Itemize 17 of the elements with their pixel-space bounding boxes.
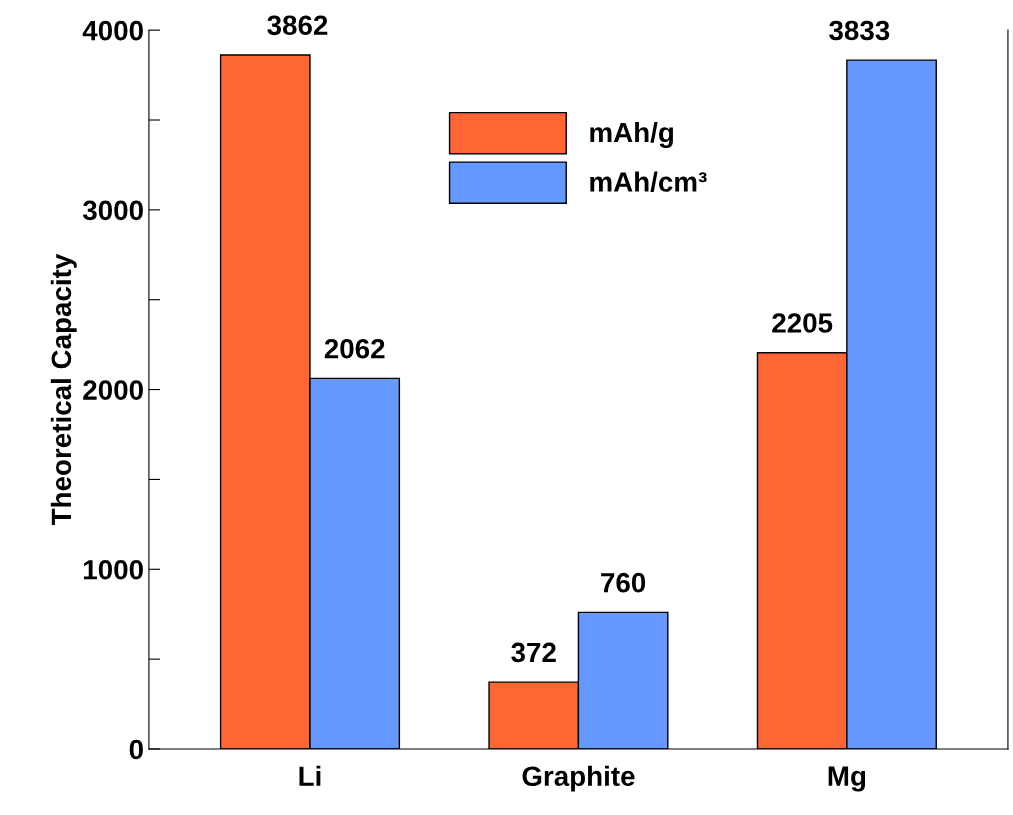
legend-label: mAh/g — [590, 121, 673, 148]
legend-label: mAh/cm³ — [590, 171, 707, 193]
x-tick-label: Mg — [828, 766, 866, 792]
data-label: 2062 — [324, 338, 385, 359]
data-label: 372 — [511, 642, 556, 663]
y-tick-label: 3000 — [82, 200, 143, 221]
x-tick-label: Li — [299, 765, 321, 786]
data-label: 2205 — [772, 313, 833, 333]
y-tick-label: 4000 — [82, 20, 143, 41]
data-label: 760 — [601, 572, 646, 593]
y-axis-title: Theoretical Capacity — [50, 253, 77, 526]
x-tick-label: Graphite — [522, 765, 635, 792]
y-tick-label: 2000 — [83, 380, 143, 400]
y-tick-label: 0 — [129, 739, 143, 760]
data-label: 3862 — [267, 15, 328, 36]
data-label: 3833 — [829, 20, 890, 41]
y-tick-label: 1000 — [84, 559, 143, 580]
